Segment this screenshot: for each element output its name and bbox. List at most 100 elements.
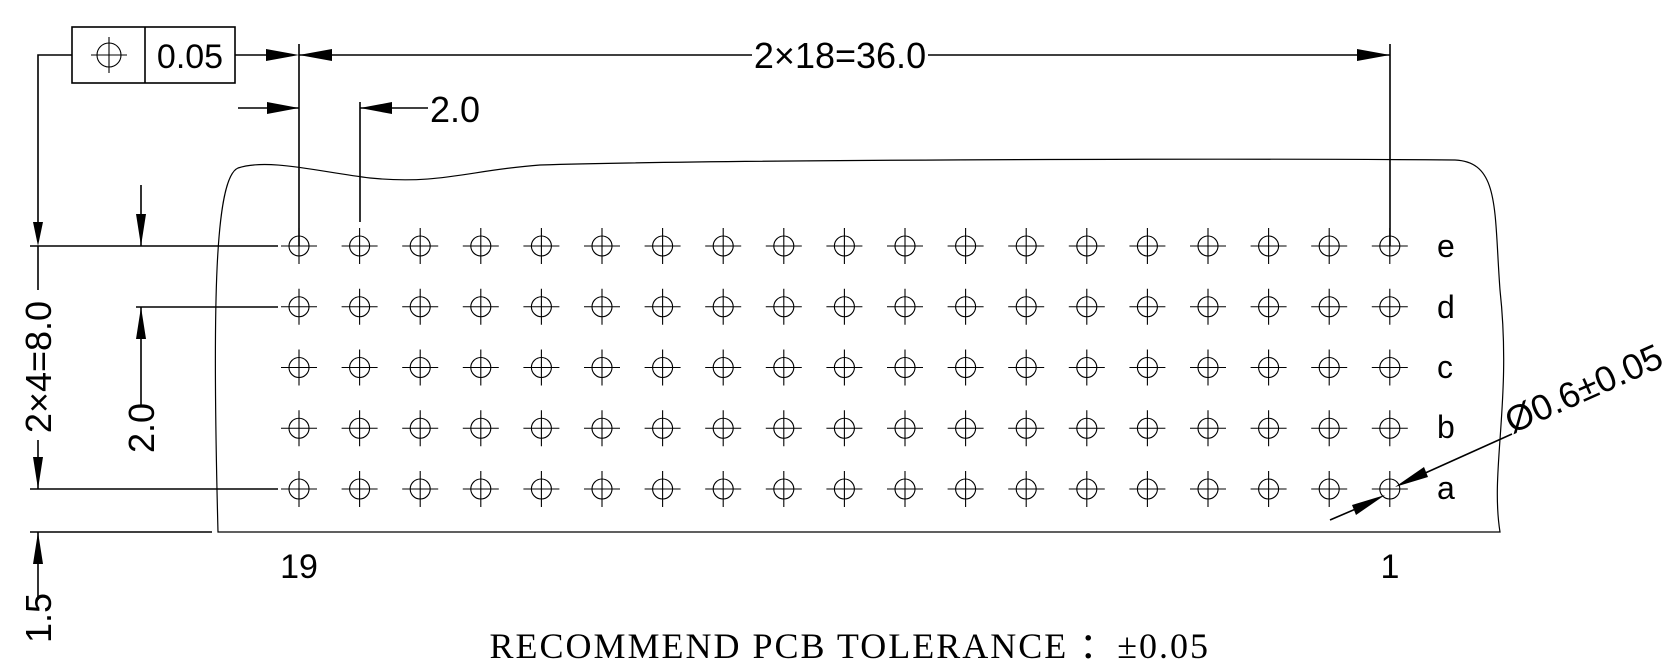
hole-marker bbox=[1190, 471, 1226, 507]
hole-marker bbox=[826, 228, 863, 264]
hole-marker bbox=[765, 471, 802, 507]
hole-marker bbox=[523, 288, 560, 325]
hole-marker bbox=[644, 228, 681, 264]
hole-marker bbox=[1371, 471, 1408, 507]
hole-marker bbox=[826, 349, 863, 386]
hole-marker bbox=[765, 410, 802, 447]
dimension-edge-offset-label: 1.5 bbox=[18, 593, 59, 643]
hole-marker bbox=[1190, 349, 1226, 386]
hole-marker bbox=[523, 228, 560, 264]
hole-marker bbox=[462, 228, 499, 264]
hole-marker bbox=[1371, 410, 1408, 447]
row-label-a: a bbox=[1437, 470, 1455, 506]
hole-marker bbox=[1250, 471, 1287, 507]
row-label-b: b bbox=[1437, 409, 1455, 445]
hole-marker bbox=[523, 410, 560, 447]
hole-marker bbox=[402, 471, 439, 507]
dimension-total-y-label: 2×4=8.0 bbox=[18, 301, 59, 433]
hole-marker bbox=[1068, 471, 1105, 507]
hole-marker bbox=[644, 471, 681, 507]
hole-marker bbox=[765, 228, 802, 264]
hole-marker bbox=[1068, 410, 1105, 447]
hole-marker bbox=[947, 288, 984, 325]
pin-label-19: 19 bbox=[280, 548, 318, 586]
hole-marker bbox=[705, 471, 742, 507]
hole-marker bbox=[1129, 228, 1166, 264]
dimension-pitch-y-label: 2.0 bbox=[121, 403, 162, 453]
hole-marker bbox=[1129, 288, 1166, 325]
hole-marker bbox=[1129, 471, 1166, 507]
hole-marker bbox=[281, 349, 317, 386]
hole-marker bbox=[1311, 471, 1348, 507]
hole-marker bbox=[1190, 228, 1226, 264]
dimension-hole-diameter-label: Ø0.6±0.05 bbox=[1499, 336, 1663, 442]
hole-marker bbox=[341, 228, 378, 264]
hole-marker bbox=[765, 288, 802, 325]
hole-marker bbox=[1008, 288, 1045, 325]
hole-marker bbox=[341, 349, 378, 386]
hole-marker bbox=[1068, 228, 1105, 264]
hole-marker bbox=[584, 349, 620, 386]
hole-marker bbox=[1190, 288, 1226, 325]
hole-marker bbox=[1068, 288, 1105, 325]
hole-marker bbox=[462, 410, 499, 447]
hole-marker bbox=[523, 349, 560, 386]
tolerance-note: RECOMMEND PCB TOLERANCE ：±0.05 bbox=[490, 626, 1211, 666]
hole-marker bbox=[402, 410, 439, 447]
hole-marker bbox=[705, 228, 742, 264]
hole-marker bbox=[1129, 410, 1166, 447]
hole-marker bbox=[402, 349, 439, 386]
hole-marker bbox=[1190, 410, 1226, 447]
board-outline bbox=[214, 158, 1505, 533]
dimension-edge-offset: 1.5 bbox=[18, 531, 212, 643]
hole-marker bbox=[341, 471, 378, 507]
row-label-c: c bbox=[1437, 349, 1453, 385]
hole-marker bbox=[281, 288, 317, 325]
row-labels: e d c b a bbox=[1437, 228, 1455, 506]
dimension-total-x: 2×18=36.0 bbox=[298, 35, 1391, 246]
hole-marker bbox=[402, 228, 439, 264]
hole-marker bbox=[1008, 349, 1045, 386]
hole-marker bbox=[947, 410, 984, 447]
pin-label-1: 1 bbox=[1381, 548, 1400, 586]
position-icon bbox=[91, 37, 127, 73]
hole-marker bbox=[826, 471, 863, 507]
hole-marker bbox=[1311, 410, 1348, 447]
feature-control-frame: 0.05 bbox=[33, 26, 299, 246]
hole-marker bbox=[462, 471, 499, 507]
hole-marker bbox=[1311, 228, 1348, 264]
hole-marker bbox=[402, 288, 439, 325]
hole-grid bbox=[281, 228, 1408, 507]
hole-marker bbox=[947, 349, 984, 386]
hole-marker bbox=[1068, 349, 1105, 386]
hole-marker bbox=[644, 288, 681, 325]
hole-marker bbox=[887, 410, 923, 447]
dimension-pitch-x-label: 2.0 bbox=[430, 89, 480, 130]
hole-marker bbox=[1129, 349, 1166, 386]
hole-marker bbox=[584, 228, 620, 264]
hole-marker bbox=[705, 410, 742, 447]
position-tolerance: 0.05 bbox=[157, 38, 223, 76]
hole-marker bbox=[523, 471, 560, 507]
hole-marker bbox=[1311, 349, 1348, 386]
hole-marker bbox=[644, 349, 681, 386]
dimension-pitch-y: 2.0 bbox=[121, 185, 278, 453]
hole-marker bbox=[947, 228, 984, 264]
dimension-total-x-label: 2×18=36.0 bbox=[754, 35, 926, 76]
hole-marker bbox=[1008, 410, 1045, 447]
hole-marker bbox=[1250, 228, 1287, 264]
hole-marker bbox=[584, 410, 620, 447]
hole-marker bbox=[887, 228, 923, 264]
hole-marker bbox=[1250, 288, 1287, 325]
hole-marker bbox=[281, 471, 317, 507]
hole-marker bbox=[705, 349, 742, 386]
hole-marker bbox=[826, 288, 863, 325]
hole-marker bbox=[644, 410, 681, 447]
hole-marker bbox=[341, 288, 378, 325]
hole-marker bbox=[462, 349, 499, 386]
hole-marker bbox=[765, 349, 802, 386]
hole-marker bbox=[1371, 288, 1408, 325]
hole-marker bbox=[1008, 228, 1045, 264]
hole-marker bbox=[887, 288, 923, 325]
